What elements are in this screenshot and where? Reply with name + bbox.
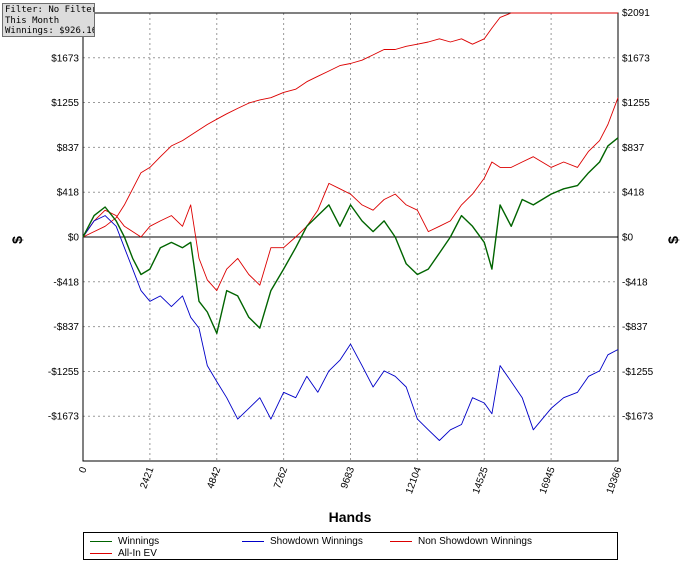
- y-tick-label-right: $418: [622, 188, 645, 199]
- x-axis-label: Hands: [329, 509, 372, 525]
- legend-item-all-in-ev: All-In EV: [90, 547, 157, 559]
- legend-swatch-non-showdown: [390, 540, 412, 542]
- filter-info-box: Filter: No Filter This Month Winnings: $…: [2, 3, 95, 37]
- x-tick-label: 2421: [139, 465, 157, 490]
- legend-swatch-showdown: [242, 540, 264, 542]
- y-tick-label-right: $0: [622, 233, 634, 244]
- series-line-showdown-winnings: [82, 215, 619, 441]
- y-tick-label-left: $418: [57, 188, 80, 199]
- winnings-label: Winnings: $926.16: [5, 26, 95, 36]
- series-line-non-showdown-winnings: [82, 12, 618, 238]
- legend-item-winnings: Winnings: [90, 535, 159, 547]
- y-tick-label-right: $1673: [622, 53, 650, 64]
- x-tick-label: 4842: [205, 465, 223, 490]
- y-tick-label-left: $837: [57, 143, 80, 154]
- y-tick-label-left: -$837: [53, 322, 79, 333]
- legend-swatch-all-in-ev: [90, 552, 112, 554]
- x-tick-label: 9683: [339, 465, 357, 490]
- y-tick-label-right: $2091: [622, 8, 650, 19]
- x-ticks: 0 2421 4842 7262 9683 12104 14525 16945 19366: [77, 465, 624, 495]
- y-tick-label-left: $0: [68, 233, 80, 244]
- y-tick-label-left: $1673: [51, 53, 79, 64]
- y-tick-label-right: -$418: [622, 277, 648, 288]
- series-line-winnings: [82, 137, 619, 335]
- legend-item-non-showdown: Non Showdown Winnings: [390, 535, 532, 547]
- y-tick-label-right: $837: [622, 143, 645, 154]
- y-tick-label-right: -$837: [622, 322, 648, 333]
- legend: Winnings Showdown Winnings Non Showdown …: [83, 532, 618, 560]
- y-axis-label-right: $: [665, 236, 681, 244]
- series-line-all-in-ev: [82, 97, 619, 292]
- period-label: This Month: [5, 15, 60, 26]
- y-tick-label-left: -$418: [53, 277, 79, 288]
- legend-label: Non Showdown Winnings: [418, 535, 532, 547]
- x-tick-label: 14525: [471, 465, 491, 495]
- legend-item-showdown: Showdown Winnings: [242, 535, 363, 547]
- x-tick-label: 16945: [538, 465, 558, 495]
- x-tick-label: 0: [77, 465, 89, 474]
- y-tick-label-right: -$1673: [622, 412, 654, 423]
- y-tick-label-left: $1255: [51, 98, 79, 109]
- legend-label: All-In EV: [118, 547, 157, 559]
- x-tick-label: 7262: [272, 465, 290, 490]
- y-ticks-right: $2091 $1673 $1255 $837 $418 $0 -$418 -$837 -$125…: [622, 8, 654, 423]
- x-tick-label: 12104: [404, 465, 424, 495]
- series-layer: [82, 12, 619, 441]
- y-ticks-left: $2091$1673$1255$837$418$0-$418-$837-$125…: [48, 8, 80, 423]
- y-tick-label-right: -$1255: [622, 367, 654, 378]
- y-tick-label-left: -$1673: [48, 412, 80, 423]
- legend-swatch-winnings: [90, 540, 112, 542]
- y-axis-label-left: $: [9, 236, 25, 244]
- legend-label: Showdown Winnings: [270, 535, 363, 547]
- filter-label: Filter: No Filter: [5, 5, 95, 15]
- legend-label: Winnings: [118, 535, 160, 547]
- y-tick-label-left: -$1255: [48, 367, 80, 378]
- y-tick-label-right: $1255: [622, 98, 650, 109]
- x-tick-label: 19366: [605, 465, 625, 495]
